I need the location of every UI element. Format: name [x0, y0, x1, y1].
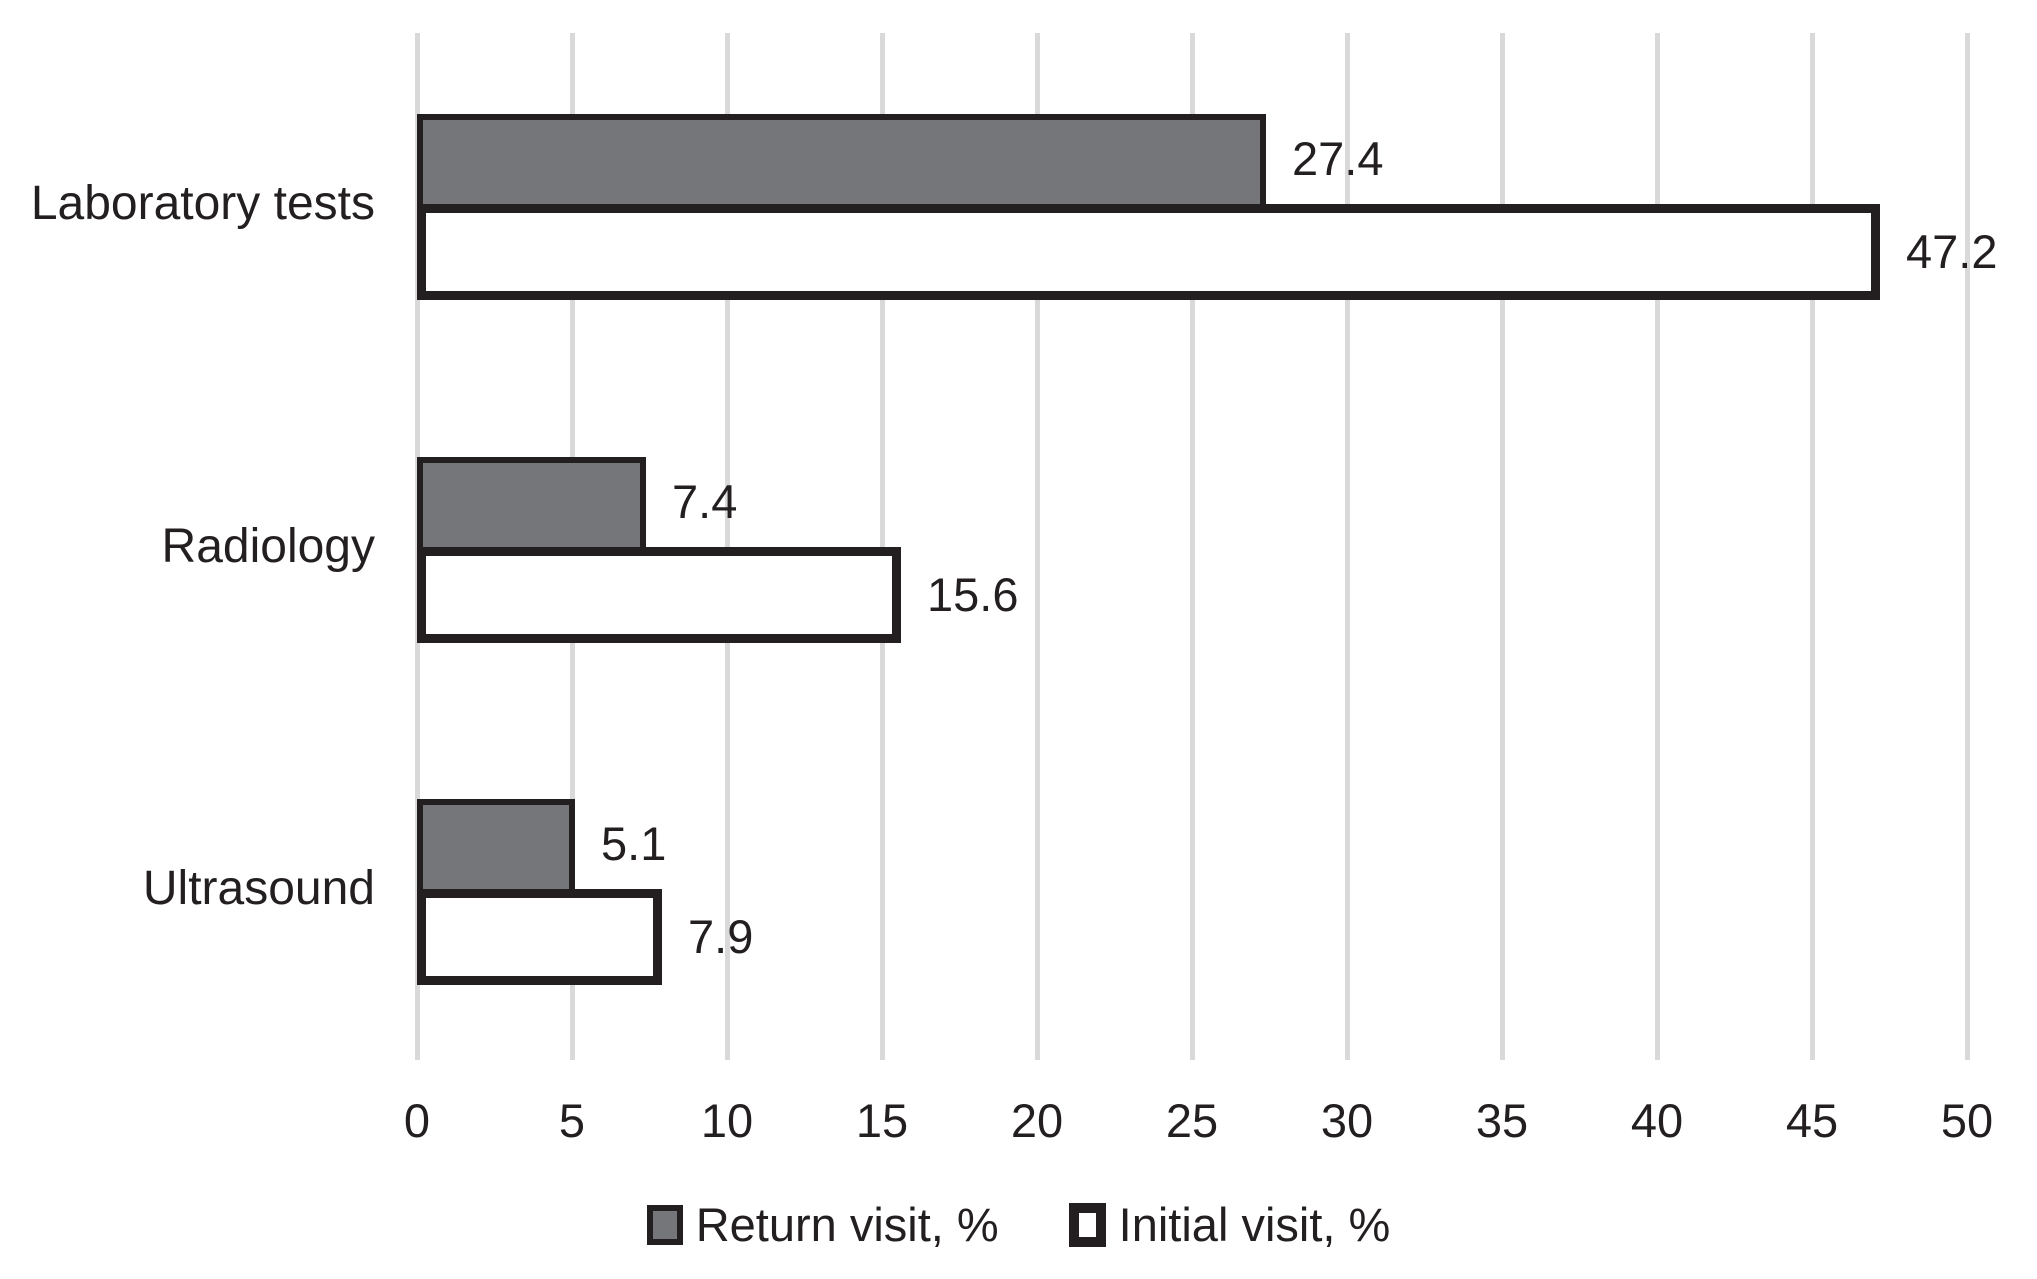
legend: Return visit, % Initial visit, % — [0, 1198, 2037, 1252]
bar-return-visit-radiology — [417, 457, 646, 547]
bar-initial-visit-ultrasound — [417, 889, 662, 985]
category-label-radiology: Radiology — [161, 520, 375, 573]
category-label-ultrasound: Ultrasound — [142, 862, 375, 915]
category-label-laboratory-tests: Laboratory tests — [30, 177, 375, 230]
gridline-x-20 — [1034, 33, 1040, 1060]
gridline-x-10 — [724, 33, 730, 1060]
gridline-x-35 — [1499, 33, 1505, 1060]
data-label-initial-visit-laboratory-tests: 47.2 — [1906, 225, 1998, 278]
x-tick-label-30: 30 — [1320, 1094, 1374, 1147]
x-tick-label-0: 0 — [403, 1094, 431, 1147]
gridline-x-25 — [1189, 33, 1195, 1060]
x-tick-label-35: 35 — [1475, 1094, 1529, 1147]
x-tick-label-50: 50 — [1940, 1094, 1994, 1147]
bar-initial-visit-laboratory-tests — [417, 204, 1880, 300]
data-label-return-visit-radiology: 7.4 — [672, 475, 738, 528]
x-tick-label-5: 5 — [558, 1094, 586, 1147]
legend-swatch-initial-visit-icon — [1068, 1203, 1106, 1247]
legend-label-initial-visit: Initial visit, % — [1118, 1198, 1391, 1251]
gridline-x-15 — [879, 33, 885, 1060]
x-tick-label-25: 25 — [1165, 1094, 1219, 1147]
bar-initial-visit-radiology — [417, 547, 901, 643]
gridline-x-40 — [1654, 33, 1660, 1060]
legend-label-return-visit: Return visit, % — [695, 1198, 999, 1251]
legend-item-return-visit: Return visit, % — [646, 1198, 999, 1252]
x-tick-label-40: 40 — [1630, 1094, 1684, 1147]
x-tick-label-10: 10 — [700, 1094, 754, 1147]
x-tick-label-20: 20 — [1010, 1094, 1064, 1147]
data-label-return-visit-laboratory-tests: 27.4 — [1292, 132, 1384, 185]
bar-return-visit-ultrasound — [417, 799, 575, 889]
data-label-return-visit-ultrasound: 5.1 — [601, 817, 667, 870]
legend-item-initial-visit: Initial visit, % — [1068, 1198, 1391, 1252]
bar-return-visit-laboratory-tests — [417, 114, 1266, 204]
data-label-initial-visit-radiology: 15.6 — [927, 568, 1019, 621]
data-label-initial-visit-ultrasound: 7.9 — [688, 910, 754, 963]
x-tick-label-15: 15 — [855, 1094, 909, 1147]
gridline-x-50 — [1964, 33, 1970, 1060]
legend-swatch-return-visit-icon — [646, 1205, 683, 1245]
gridline-x-45 — [1809, 33, 1815, 1060]
x-tick-label-45: 45 — [1785, 1094, 1839, 1147]
gridline-x-30 — [1344, 33, 1350, 1060]
